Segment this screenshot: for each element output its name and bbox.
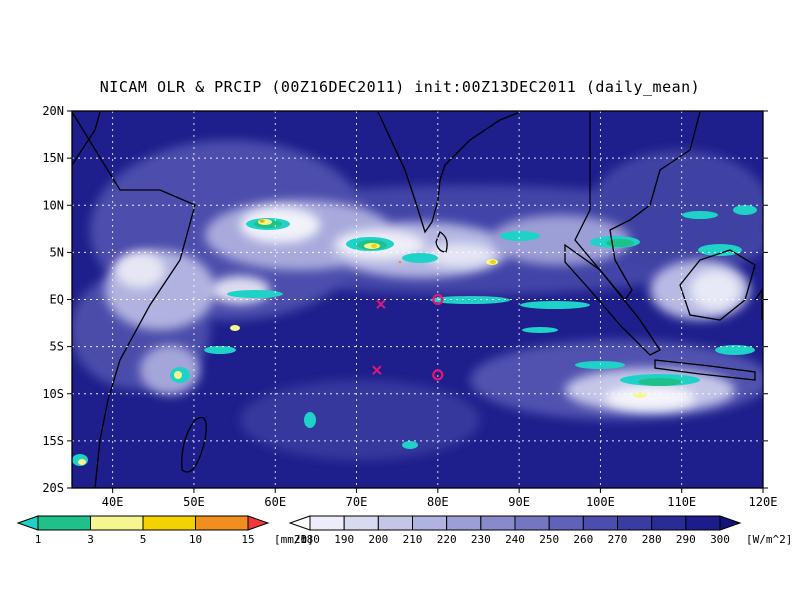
olr-colorbar: 180 190 200 210 220 230 240 250 260 270 280 290 300 [… — [288, 515, 792, 546]
lat-label: 15N — [42, 151, 64, 165]
precip-colorbar-label: 3 — [87, 533, 94, 546]
longitude-axis: 40E 50E 60E 70E 80E 90E 100E 110E 120E — [102, 488, 778, 509]
lat-label: 20S — [42, 481, 64, 495]
olr-colorbar-segment — [343, 515, 379, 531]
circle-marker — [432, 293, 444, 306]
olr-colorbar-max-arrow — [719, 515, 742, 531]
olr-colorbar-segment — [548, 515, 584, 531]
olr-colorbar-segment — [651, 515, 687, 531]
olr-colorbar-label: 300 — [710, 533, 730, 546]
lon-label: 40E — [102, 495, 124, 509]
precip-colorbar-label: 10 — [189, 533, 202, 546]
olr-colorbar-label: 180 — [300, 533, 320, 546]
olr-colorbar-label: 210 — [403, 533, 423, 546]
olr-colorbar-label: 270 — [608, 533, 628, 546]
lat-label: 20N — [42, 104, 64, 118]
lat-label: 5N — [50, 245, 64, 259]
olr-colorbar-segment — [412, 515, 448, 531]
precip-colorbar-label: 15 — [241, 533, 254, 546]
map-title: NICAM OLR & PRCIP (00Z16DEC2011) init:00… — [99, 78, 701, 96]
cross-marker — [376, 299, 386, 309]
lon-label: 70E — [346, 495, 368, 509]
olr-colorbar-segment — [617, 515, 653, 531]
lon-label: 100E — [586, 495, 615, 509]
lat-label: 5S — [50, 340, 64, 354]
lon-label: 120E — [749, 495, 778, 509]
lat-label: 10S — [42, 387, 64, 401]
precip-colorbar-label: 5 — [140, 533, 147, 546]
precip-colorbar-segment — [37, 515, 91, 531]
coastlines — [72, 111, 763, 488]
olr-colorbar-label: 240 — [505, 533, 525, 546]
site-markers — [372, 293, 444, 381]
lon-label: 110E — [667, 495, 696, 509]
lon-label: 90E — [508, 495, 530, 509]
olr-colorbar-label: 290 — [676, 533, 696, 546]
lat-label: 10N — [42, 198, 64, 212]
lon-label: 60E — [264, 495, 286, 509]
lon-label: 80E — [427, 495, 449, 509]
precip-colorbar-unit: [mm/h] — [274, 533, 314, 546]
latitude-axis: 20N 15N 10N 5N EQ 5S 10S 15S 20S — [42, 104, 768, 495]
olr-colorbar-segment — [309, 515, 345, 531]
lat-lon-grid — [72, 111, 763, 488]
olr-colorbar-label: 260 — [573, 533, 593, 546]
olr-colorbar-min-arrow — [288, 515, 311, 531]
lat-label: 15S — [42, 434, 64, 448]
olr-colorbar-segment — [446, 515, 482, 531]
olr-colorbar-unit: [W/m^2] — [746, 533, 792, 546]
olr-colorbar-label: 280 — [642, 533, 662, 546]
olr-colorbar-label: 250 — [539, 533, 559, 546]
olr-colorbar-segment — [685, 515, 721, 531]
olr-colorbar-label: 200 — [368, 533, 388, 546]
precip-colorbar-max-arrow — [247, 515, 270, 531]
olr-colorbar-label: 230 — [471, 533, 491, 546]
precip-colorbar-segment — [195, 515, 249, 531]
cross-marker — [372, 365, 382, 375]
precip-colorbar: 1 3 5 10 15 20[mm/h] — [16, 515, 314, 546]
olr-colorbar-label: 220 — [437, 533, 457, 546]
precip-colorbar-label: 1 — [35, 533, 42, 546]
olr-colorbar-segment — [582, 515, 618, 531]
lon-label: 50E — [183, 495, 205, 509]
precip-colorbar-label: 20 — [294, 533, 307, 546]
precip-colorbar-segment — [90, 515, 144, 531]
olr-colorbar-segment — [514, 515, 550, 531]
precip-colorbar-segment — [142, 515, 196, 531]
precip-colorbar-min-arrow — [16, 515, 39, 531]
olr-colorbar-segment — [377, 515, 414, 531]
lat-label: EQ — [50, 293, 64, 307]
circle-marker — [432, 369, 444, 381]
olr-colorbar-label: 190 — [334, 533, 354, 546]
olr-colorbar-segment — [480, 515, 516, 531]
